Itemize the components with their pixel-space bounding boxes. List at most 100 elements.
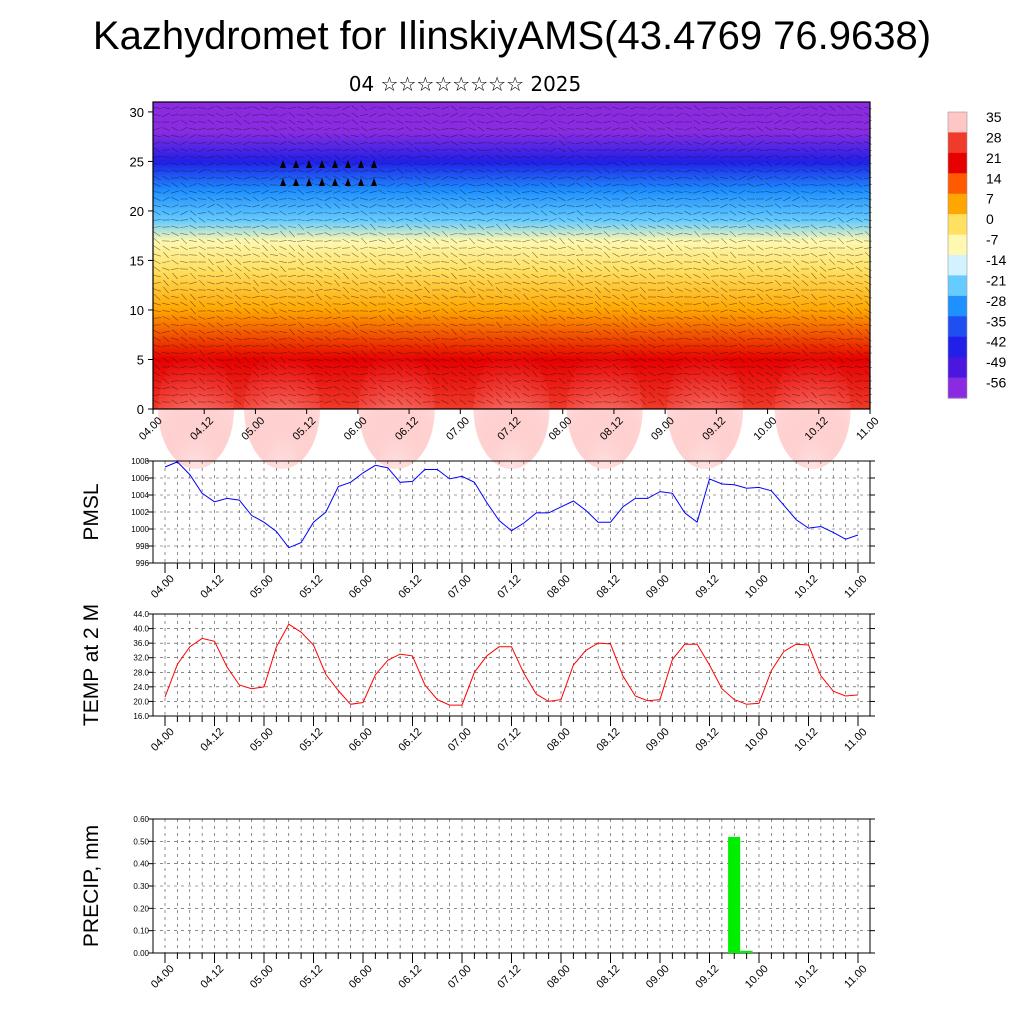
wind-barb bbox=[684, 106, 692, 110]
wind-barb bbox=[756, 154, 764, 160]
wind-barb bbox=[683, 149, 693, 151]
wind-barb bbox=[216, 113, 224, 117]
wind-barb bbox=[233, 219, 243, 221]
wind-barb bbox=[540, 246, 548, 250]
wind-barb bbox=[837, 134, 845, 138]
wind-barb bbox=[279, 386, 287, 390]
wind-barb bbox=[163, 286, 169, 294]
wind-barb bbox=[477, 162, 485, 166]
wind-barb bbox=[531, 379, 539, 383]
wind-barb bbox=[693, 287, 701, 293]
wind-barb bbox=[810, 154, 818, 160]
wind-barb bbox=[243, 385, 251, 391]
wind-barb bbox=[774, 377, 782, 385]
wind-barb bbox=[513, 386, 521, 390]
wind-barb bbox=[846, 155, 854, 159]
wind-barb bbox=[485, 226, 495, 228]
wind-barb bbox=[225, 114, 233, 116]
wind-barb bbox=[810, 127, 818, 131]
wind-barb bbox=[153, 351, 161, 355]
wind-barb bbox=[422, 275, 432, 277]
wind-barb bbox=[459, 268, 467, 270]
wind-barb bbox=[189, 155, 197, 159]
wind-barb bbox=[460, 223, 466, 231]
wind-barb bbox=[594, 246, 602, 250]
y-axis-label: PRECIP, mm bbox=[80, 825, 103, 947]
wind-barb bbox=[162, 260, 170, 264]
wind-barb bbox=[179, 205, 189, 207]
wind-barb bbox=[342, 379, 350, 383]
wind-barb bbox=[675, 308, 683, 314]
wind-barb bbox=[252, 191, 260, 193]
wind-barb bbox=[432, 127, 440, 131]
wind-barb bbox=[351, 119, 359, 125]
wind-barb bbox=[468, 393, 476, 397]
wind-barb bbox=[522, 336, 530, 342]
wind-barb bbox=[855, 217, 863, 223]
wind-barb bbox=[224, 163, 234, 165]
wind-barb bbox=[405, 274, 413, 278]
wind-barb bbox=[684, 204, 692, 208]
jet-barb bbox=[345, 160, 351, 168]
wind-barb bbox=[513, 161, 521, 167]
wind-barb bbox=[720, 309, 728, 313]
wind-barb bbox=[657, 247, 665, 249]
wind-barb bbox=[360, 126, 368, 132]
wind-barb bbox=[423, 168, 431, 174]
jet-barb bbox=[319, 178, 325, 186]
wind-barb bbox=[549, 400, 557, 404]
wind-barb bbox=[153, 379, 161, 383]
wind-barb bbox=[360, 114, 368, 116]
wind-barb bbox=[432, 190, 440, 194]
wind-barb bbox=[433, 377, 439, 385]
wind-barb bbox=[342, 204, 350, 208]
wind-barb bbox=[585, 127, 593, 131]
wind-barb bbox=[792, 379, 800, 383]
wind-barb bbox=[746, 296, 756, 298]
wind-barb bbox=[216, 218, 224, 222]
wind-barb bbox=[621, 322, 629, 328]
wind-barb bbox=[459, 203, 467, 209]
wind-barb bbox=[207, 266, 215, 272]
wind-barb bbox=[693, 253, 701, 257]
wind-barb bbox=[513, 323, 521, 327]
wind-barb bbox=[459, 154, 467, 160]
wind-barb bbox=[333, 385, 341, 391]
precip-bar bbox=[728, 836, 741, 953]
wind-barb bbox=[450, 385, 458, 391]
wind-barb bbox=[612, 106, 620, 110]
wind-barb bbox=[486, 344, 494, 348]
wind-barb bbox=[486, 310, 494, 312]
wind-barb bbox=[342, 106, 350, 110]
wind-barb bbox=[252, 357, 260, 363]
wind-barb bbox=[783, 295, 791, 299]
wind-barb bbox=[269, 303, 279, 305]
wind-barb bbox=[693, 175, 701, 181]
wind-barb bbox=[657, 336, 665, 342]
wind-barb bbox=[693, 141, 701, 145]
wind-barb bbox=[765, 217, 773, 223]
wind-barb bbox=[206, 296, 216, 298]
wind-barb bbox=[441, 301, 449, 307]
wind-barb bbox=[162, 330, 170, 334]
wind-barb bbox=[540, 281, 548, 285]
wind-barb bbox=[729, 358, 737, 362]
wind-barb bbox=[324, 169, 332, 173]
wind-barb bbox=[423, 260, 431, 264]
wind-barb bbox=[773, 149, 783, 151]
wind-barb bbox=[334, 279, 340, 287]
wind-barb bbox=[738, 356, 746, 364]
wind-barb bbox=[252, 274, 260, 278]
wind-barb bbox=[342, 127, 350, 131]
wind-barb bbox=[422, 135, 432, 137]
wind-barb bbox=[414, 330, 422, 334]
wind-barb bbox=[837, 203, 845, 209]
wind-barb bbox=[270, 260, 278, 264]
wind-barb bbox=[738, 204, 746, 208]
wind-barb bbox=[387, 282, 395, 284]
wind-barb bbox=[801, 141, 809, 145]
wind-barb bbox=[153, 394, 161, 396]
wind-barb bbox=[387, 120, 395, 124]
wind-barb bbox=[719, 107, 729, 109]
wind-barb bbox=[243, 127, 251, 131]
